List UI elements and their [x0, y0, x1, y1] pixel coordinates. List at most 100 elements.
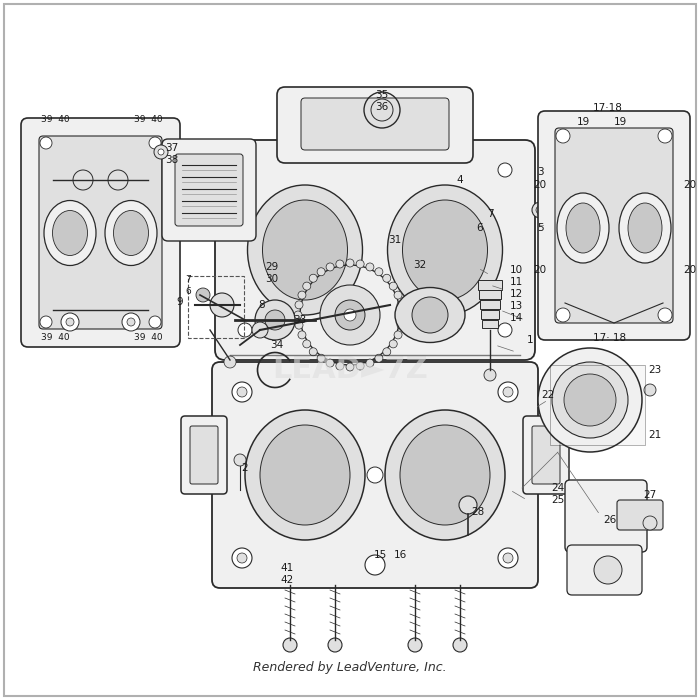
- Text: 9: 9: [176, 297, 183, 307]
- Circle shape: [336, 362, 344, 370]
- FancyBboxPatch shape: [175, 154, 243, 226]
- FancyBboxPatch shape: [480, 300, 500, 309]
- Text: 39  40: 39 40: [41, 116, 69, 125]
- Text: 19: 19: [576, 117, 589, 127]
- Circle shape: [252, 322, 268, 338]
- Circle shape: [383, 348, 391, 356]
- Circle shape: [237, 387, 247, 397]
- Circle shape: [344, 309, 356, 321]
- Ellipse shape: [402, 200, 487, 300]
- Circle shape: [556, 308, 570, 322]
- Circle shape: [232, 548, 252, 568]
- Text: 2: 2: [241, 463, 248, 473]
- Circle shape: [196, 288, 210, 302]
- FancyBboxPatch shape: [212, 362, 538, 588]
- Circle shape: [484, 369, 496, 381]
- Ellipse shape: [44, 200, 96, 265]
- Circle shape: [383, 274, 391, 282]
- Text: 39  40: 39 40: [134, 333, 162, 342]
- Text: 34: 34: [270, 340, 284, 350]
- Circle shape: [149, 137, 161, 149]
- Ellipse shape: [628, 203, 662, 253]
- Circle shape: [389, 340, 397, 348]
- Circle shape: [346, 259, 354, 267]
- Circle shape: [356, 260, 364, 268]
- Circle shape: [320, 285, 380, 345]
- Text: 10: 10: [510, 265, 523, 275]
- Circle shape: [234, 454, 246, 466]
- Circle shape: [108, 170, 128, 190]
- Text: 30: 30: [265, 274, 279, 284]
- FancyBboxPatch shape: [532, 426, 560, 484]
- Text: 35: 35: [375, 90, 389, 100]
- Circle shape: [295, 321, 303, 329]
- FancyBboxPatch shape: [4, 4, 696, 696]
- Text: 8: 8: [259, 300, 265, 310]
- Circle shape: [326, 359, 334, 367]
- Circle shape: [149, 316, 161, 328]
- Circle shape: [412, 297, 448, 333]
- Circle shape: [366, 263, 374, 271]
- FancyBboxPatch shape: [617, 500, 663, 530]
- Text: 36: 36: [375, 102, 389, 112]
- Text: 22: 22: [541, 390, 554, 400]
- Circle shape: [224, 356, 236, 368]
- Text: 27: 27: [643, 490, 657, 500]
- Circle shape: [317, 354, 325, 362]
- Text: 7: 7: [185, 276, 191, 284]
- Circle shape: [366, 359, 374, 367]
- Text: 17· 18: 17· 18: [594, 333, 626, 343]
- Circle shape: [309, 274, 317, 282]
- Circle shape: [503, 387, 513, 397]
- Circle shape: [294, 311, 302, 319]
- Circle shape: [371, 99, 393, 121]
- FancyBboxPatch shape: [190, 426, 218, 484]
- Circle shape: [538, 348, 642, 452]
- Circle shape: [408, 638, 422, 652]
- Circle shape: [309, 348, 317, 356]
- Circle shape: [594, 556, 622, 584]
- Circle shape: [564, 374, 616, 426]
- Text: 1: 1: [526, 335, 533, 345]
- Circle shape: [643, 516, 657, 530]
- Text: LEAD►7Z: LEAD►7Z: [272, 356, 428, 384]
- FancyBboxPatch shape: [301, 98, 449, 150]
- Text: 28: 28: [471, 507, 484, 517]
- Circle shape: [394, 331, 402, 339]
- Text: 3: 3: [537, 167, 543, 177]
- Text: 6: 6: [185, 288, 191, 297]
- Circle shape: [389, 282, 397, 290]
- Text: 31: 31: [389, 235, 402, 245]
- Text: 24: 24: [552, 483, 565, 493]
- Circle shape: [459, 496, 477, 514]
- Circle shape: [503, 553, 513, 563]
- Circle shape: [283, 638, 297, 652]
- FancyBboxPatch shape: [39, 136, 162, 329]
- Circle shape: [66, 318, 74, 326]
- Ellipse shape: [260, 425, 350, 525]
- Circle shape: [328, 638, 342, 652]
- Circle shape: [536, 206, 544, 214]
- Circle shape: [365, 555, 385, 575]
- Ellipse shape: [619, 193, 671, 263]
- Circle shape: [397, 301, 405, 309]
- Text: 38: 38: [165, 155, 178, 165]
- Ellipse shape: [113, 211, 148, 256]
- Text: 6: 6: [477, 223, 483, 233]
- Text: 33: 33: [293, 315, 307, 325]
- Text: 11: 11: [510, 277, 523, 287]
- Circle shape: [232, 382, 252, 402]
- FancyBboxPatch shape: [523, 416, 569, 494]
- Circle shape: [238, 323, 252, 337]
- Circle shape: [298, 331, 306, 339]
- Circle shape: [238, 163, 252, 177]
- Circle shape: [127, 318, 135, 326]
- Text: 13: 13: [510, 301, 523, 311]
- Text: 39  40: 39 40: [134, 116, 162, 125]
- Circle shape: [398, 311, 406, 319]
- Text: 29: 29: [265, 262, 279, 272]
- Text: 42: 42: [281, 575, 293, 585]
- FancyBboxPatch shape: [478, 280, 502, 290]
- Text: 20: 20: [533, 180, 547, 190]
- Circle shape: [397, 321, 405, 329]
